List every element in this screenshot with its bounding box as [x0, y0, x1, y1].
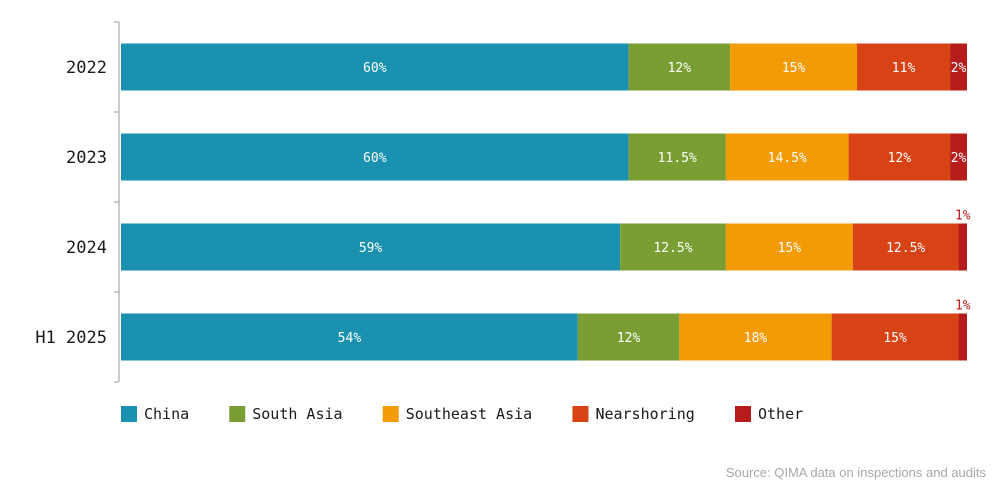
data-label-other-2024: 1%	[955, 209, 971, 224]
legend-swatch-nearshoring	[572, 406, 589, 422]
legend-swatch-china	[121, 406, 137, 422]
bar-segment-south-asia-2023	[628, 133, 726, 181]
category-label-2023: 2023	[66, 148, 107, 168]
bar-segment-nearshoring-2024	[852, 223, 959, 271]
bar-segment-south-asia-2024	[620, 223, 726, 271]
bar-segment-china-2023	[121, 133, 629, 181]
legend-label-south-asia: South Asia	[252, 405, 342, 423]
data-label-china-2023: 60%	[363, 151, 387, 166]
legend-label-other: Other	[758, 405, 803, 423]
bar-segment-southeast-asia-2024	[725, 223, 853, 271]
category-label-2024: 2024	[66, 238, 107, 258]
bar-segment-other-2022	[950, 43, 967, 91]
data-label-china-h1-2025: 54%	[338, 331, 362, 346]
data-label-china-2022: 60%	[363, 61, 387, 76]
bar-segment-southeast-asia-2023	[725, 133, 849, 181]
data-label-other-2023: 2%	[951, 151, 967, 166]
data-label-other-h1-2025: 1%	[955, 299, 971, 314]
bar-segment-other-2024	[958, 223, 967, 271]
data-label-south-asia-2023: 11.5%	[658, 151, 697, 166]
bar-segment-other-2023	[950, 133, 967, 181]
data-label-china-2024: 59%	[359, 241, 383, 256]
bar-segment-southeast-asia-h1-2025	[679, 313, 832, 361]
legend-label-nearshoring: Nearshoring	[595, 405, 694, 423]
legend-label-china: China	[144, 405, 189, 423]
bar-segment-southeast-asia-2022	[730, 43, 858, 91]
data-label-south-asia-2022: 12%	[668, 61, 692, 76]
bar-segment-south-asia-h1-2025	[577, 313, 680, 361]
bar-segment-nearshoring-2023	[848, 133, 951, 181]
data-label-southeast-asia-2023: 14.5%	[768, 151, 807, 166]
data-label-nearshoring-h1-2025: 15%	[883, 331, 907, 346]
source-note: Source: QIMA data on inspections and aud…	[725, 465, 986, 480]
legend-swatch-southeast-asia	[382, 406, 399, 422]
category-label-2022: 2022	[66, 58, 107, 78]
bar-segment-china-h1-2025	[121, 313, 578, 361]
bar-segment-china-2022	[121, 43, 629, 91]
bar-segment-other-h1-2025	[958, 313, 967, 361]
bar-segment-nearshoring-2022	[857, 43, 951, 91]
legend-swatch-other	[735, 406, 751, 422]
data-label-nearshoring-2023: 12%	[888, 151, 912, 166]
category-label-h1-2025: H1 2025	[35, 328, 107, 348]
data-label-southeast-asia-2024: 15%	[778, 241, 802, 256]
legend-label-southeast-asia: Southeast Asia	[406, 405, 532, 423]
bar-segment-south-asia-2022	[628, 43, 731, 91]
data-label-nearshoring-2022: 11%	[892, 61, 916, 76]
data-label-southeast-asia-h1-2025: 18%	[744, 331, 768, 346]
data-label-south-asia-2024: 12.5%	[653, 241, 692, 256]
data-label-south-asia-h1-2025: 12%	[617, 331, 641, 346]
legend-swatch-south-asia	[229, 406, 246, 422]
data-label-other-2022: 2%	[951, 61, 967, 76]
data-label-southeast-asia-2022: 15%	[782, 61, 806, 76]
bar-segment-nearshoring-h1-2025	[831, 313, 959, 361]
bar-segment-china-2024	[121, 223, 621, 271]
data-label-nearshoring-2024: 12.5%	[886, 241, 925, 256]
